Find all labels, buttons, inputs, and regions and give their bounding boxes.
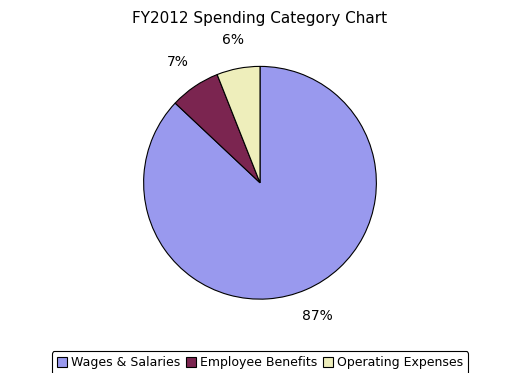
Wedge shape [217, 66, 260, 183]
Legend: Wages & Salaries, Employee Benefits, Operating Expenses: Wages & Salaries, Employee Benefits, Ope… [52, 351, 468, 373]
Wedge shape [144, 66, 376, 299]
Wedge shape [175, 75, 260, 183]
Text: 6%: 6% [222, 33, 244, 47]
Text: 87%: 87% [303, 309, 333, 323]
Title: FY2012 Spending Category Chart: FY2012 Spending Category Chart [133, 12, 387, 26]
Text: 7%: 7% [167, 56, 189, 69]
